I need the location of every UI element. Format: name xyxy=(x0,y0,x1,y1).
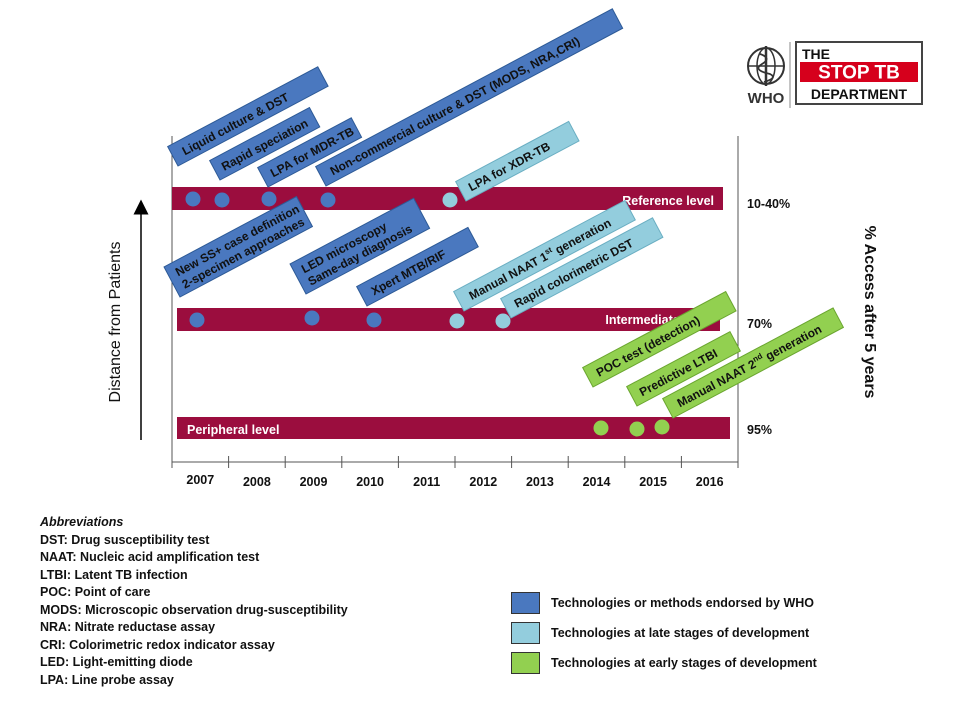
tech-noncommercial-culture: Non-commercial culture & DST (MODS, NRA,… xyxy=(314,8,624,187)
dot-manual-naat-1 xyxy=(449,313,465,329)
legend-item-early: Technologies at early stages of developm… xyxy=(511,652,817,674)
abbreviation-item: LTBI: Latent TB infection xyxy=(40,567,188,582)
left-axis-label: Distance from Patients xyxy=(107,242,124,403)
svg-text:THE: THE xyxy=(802,46,830,62)
dot-liquid-culture xyxy=(185,191,201,207)
year-label: 2015 xyxy=(639,475,667,489)
who-logo: WHO xyxy=(747,46,785,107)
legend-swatch-early xyxy=(511,652,540,674)
svg-text:DEPARTMENT: DEPARTMENT xyxy=(811,86,908,102)
dot-xpert xyxy=(366,312,382,328)
abbreviation-item: MODS: Microscopic observation drug-susce… xyxy=(40,602,348,617)
year-label: 2010 xyxy=(356,475,384,489)
abbreviation-item: LPA: Line probe assay xyxy=(40,672,174,687)
abbreviations-title: Abbreviations xyxy=(40,515,124,529)
svg-text:STOP TB: STOP TB xyxy=(818,63,900,84)
peripheral-level-label: Peripheral level xyxy=(187,423,279,437)
access-reference: 10-40% xyxy=(747,197,790,211)
legend-label-late: Technologies at late stages of developme… xyxy=(551,626,810,640)
status-legend: Technologies or methods endorsed by WHO … xyxy=(511,592,817,682)
legend-label-early: Technologies at early stages of developm… xyxy=(551,656,817,670)
svg-text:WHO: WHO xyxy=(748,90,785,107)
dot-lpa-mdr xyxy=(261,191,277,207)
abbreviations-block: Abbreviations DST: Drug susceptibility t… xyxy=(40,514,348,689)
milestone-dots xyxy=(185,191,670,437)
year-label: 2011 xyxy=(413,475,440,489)
year-axis: 2007 2008 2009 2010 2011 2012 2013 2014 2015 2016 xyxy=(171,136,739,489)
right-axis-label: % Access after 5 years xyxy=(861,226,878,399)
legend-label-endorsed: Technologies or methods endorsed by WHO xyxy=(551,596,814,610)
access-peripheral: 95% xyxy=(747,423,772,437)
abbreviation-item: NRA: Nitrate reductase assay xyxy=(40,620,216,634)
dot-predictive-ltbi xyxy=(629,421,645,437)
legend-swatch-late xyxy=(511,622,540,644)
dot-rapid-speciation xyxy=(214,192,230,208)
access-intermediate: 70% xyxy=(747,317,772,331)
tech-ss-case-definition: New SS+ case definition 2-specimen appro… xyxy=(163,195,314,298)
abbreviation-item: LED: Light-emitting diode xyxy=(40,655,193,669)
legend-item-endorsed: Technologies or methods endorsed by WHO xyxy=(511,592,817,614)
year-label: 2009 xyxy=(300,475,328,489)
legend-swatch-endorsed xyxy=(511,592,540,614)
dot-noncommercial-culture xyxy=(320,192,336,208)
dot-rapid-colorimetric xyxy=(495,313,511,329)
abbreviation-item: CRI: Colorimetric redox indicator assay xyxy=(40,637,275,652)
year-label: 2013 xyxy=(526,475,554,489)
intermediate-level-bar: Intermediate level xyxy=(177,308,720,331)
logos: WHO THE STOP TB DEPARTMENT xyxy=(738,40,933,110)
stoptb-logo: THE STOP TB DEPARTMENT xyxy=(795,41,923,105)
dot-led-microscopy xyxy=(304,310,320,326)
dot-poc-test xyxy=(593,420,609,436)
svg-text:LPA for XDR-TB: LPA for XDR-TB xyxy=(466,139,553,194)
legend-item-late: Technologies at late stages of developme… xyxy=(511,622,817,644)
dot-lpa-xdr xyxy=(442,192,458,208)
year-label: 2008 xyxy=(243,475,271,489)
dot-manual-naat-2 xyxy=(654,419,670,435)
year-label: 2016 xyxy=(696,475,724,489)
year-label: 2012 xyxy=(469,475,497,489)
reference-level-label: Reference level xyxy=(622,194,714,208)
year-label: 2014 xyxy=(583,475,611,489)
abbreviation-item: POC: Point of care xyxy=(40,585,151,599)
abbreviation-item: DST: Drug susceptibility test xyxy=(40,532,210,547)
dot-ss-case-definition xyxy=(189,312,205,328)
abbreviation-item: NAAT: Nucleic acid amplification test xyxy=(40,550,260,564)
year-label: 2007 xyxy=(186,473,214,487)
peripheral-level-bar: Peripheral level xyxy=(177,417,730,439)
